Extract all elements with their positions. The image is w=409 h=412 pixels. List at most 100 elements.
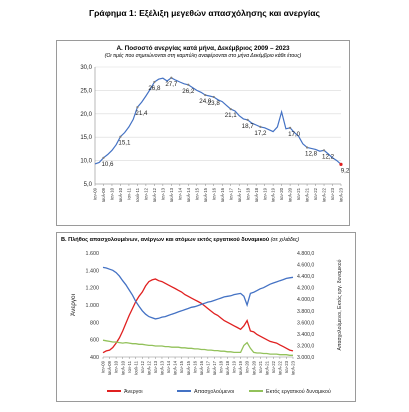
chart-a-data-label: 18,7 bbox=[242, 123, 255, 130]
employment-chart: Β. Πλήθος απασχολουμένων, ανέργων και ατ… bbox=[56, 232, 356, 402]
chart-a-x-tick-label: Ιουλ-10 bbox=[118, 187, 123, 202]
chart-b-x-tick-label: Ιαν-23 bbox=[284, 360, 289, 373]
chart-b-y2-tick-label: 3.600,0 bbox=[297, 320, 314, 326]
chart-a-x-tick-label: Ιουλ-09 bbox=[101, 187, 106, 202]
chart-b-y2-tick-label: 3.000,0 bbox=[297, 355, 314, 361]
chart-a-y-tick-label: 20,0 bbox=[80, 112, 92, 118]
chart-a-data-label: 21,1 bbox=[225, 112, 238, 119]
chart-a-series-line bbox=[94, 77, 342, 165]
chart-b-y-axis-title: Άνεργοι bbox=[70, 293, 77, 316]
unemployment-rate-chart: Α. Ποσοστό ανεργίας κατά μήνα, Δεκέμβριο… bbox=[56, 40, 350, 226]
chart-b-y-tick-label: 1.400 bbox=[86, 268, 100, 274]
chart-b-x-tick-label: Ιαν-21 bbox=[258, 360, 263, 373]
chart-b-y-tick-label: 600 bbox=[90, 338, 99, 344]
chart-b-title: Β. Πλήθος απασχολουμένων, ανέργων και ατ… bbox=[61, 237, 299, 243]
chart-b-x-tick-label: Ιουλ-16 bbox=[199, 360, 204, 375]
chart-a-y-tick-label: 30,0 bbox=[80, 65, 92, 71]
chart-a-point-marker bbox=[187, 83, 190, 86]
chart-b-y2-axis-title: Απασχολούμενοι, Εκτός εργ. δυναμικού bbox=[336, 259, 343, 350]
chart-a-point-marker bbox=[212, 95, 215, 99]
chart-a-x-tick-label: Ιουλ-12 bbox=[152, 187, 157, 202]
chart-a-point-marker bbox=[289, 126, 292, 129]
chart-a-x-tick-label: Ιαν-11 bbox=[127, 187, 132, 199]
chart-b-legend-label: Άνεργοι bbox=[124, 389, 143, 395]
chart-b-y-tick-label: 1.600 bbox=[86, 251, 100, 257]
chart-b-x-tick-label: Ιουλ-15 bbox=[186, 360, 191, 375]
chart-b-x-tick-label: Ιουλ-13 bbox=[160, 360, 165, 375]
chart-b-y-tick-label: 400 bbox=[90, 355, 99, 361]
chart-b-x-tick-label: Ιουλ-11 bbox=[133, 360, 138, 375]
chart-b-y2-tick-label: 4.400,0 bbox=[297, 274, 314, 280]
chart-b-x-tick-label: Ιαν-18 bbox=[219, 360, 224, 373]
page-title: Γράφημα 1: Εξέλιξη μεγεθών απασχόλησης κ… bbox=[88, 8, 321, 18]
chart-b-x-tick-label: Ιουλ-09 bbox=[107, 360, 112, 375]
chart-b-y2-tick-label: 4.600,0 bbox=[297, 263, 314, 269]
chart-a-x-tick-label: Ιαν-21 bbox=[296, 187, 301, 200]
chart-b-x-tick-label: Ιουλ-10 bbox=[120, 360, 125, 375]
chart-b-x-tick-label: Ιουλ-20 bbox=[251, 360, 256, 375]
chart-a-x-tick-label: Ιουλ-18 bbox=[254, 187, 259, 202]
chart-a-data-label: 27,7 bbox=[165, 81, 178, 88]
chart-b-x-tick-label: Ιουλ-19 bbox=[238, 360, 243, 375]
chart-a-x-tick-label: Ιαν-13 bbox=[160, 187, 165, 200]
chart-a-point-marker bbox=[119, 135, 122, 138]
chart-a-data-label: 15,1 bbox=[118, 140, 131, 147]
chart-a-point-marker bbox=[136, 106, 139, 109]
chart-a-x-tick-label: Ιαν-12 bbox=[143, 187, 148, 200]
chart-b-x-tick-label: Ιαν-13 bbox=[153, 360, 158, 373]
chart-b-x-tick-label: Ιουλ-12 bbox=[146, 360, 151, 375]
chart-b-plot: 400 600 800 1.000 1.200 1.400 1.600 3.000,0 3.20… bbox=[70, 251, 343, 395]
chart-b-title-note: (σε χιλιάδες) bbox=[270, 237, 300, 243]
chart-b-x-tick-label: Ιαν-19 bbox=[232, 360, 237, 373]
chart-a-x-tick-label: Ιαν-17 bbox=[228, 187, 233, 200]
chart-b-y2-tick-label: 4.200,0 bbox=[297, 286, 314, 292]
chart-b-y-tick-label: 800 bbox=[90, 320, 99, 326]
chart-a-x-tick-label: Ιουλ-19 bbox=[271, 187, 276, 202]
chart-b-y2-tick-label: 4.800,0 bbox=[297, 251, 314, 257]
chart-a-x-tick-label: Ιαν-09 bbox=[93, 187, 98, 200]
chart-a-data-label: 10,6 bbox=[101, 161, 114, 168]
chart-a-point-marker bbox=[229, 108, 232, 111]
chart-b-x-tick-label: Ιαν-09 bbox=[101, 360, 106, 373]
chart-b-x-tick-label: Ιουλ-14 bbox=[173, 360, 178, 375]
chart-b-x-tick-label: Ιουλ-22 bbox=[277, 360, 282, 375]
chart-a-x-tick-label: Ιουλ-11 bbox=[135, 187, 140, 202]
chart-b-x-tick-label: Ιουλ-23 bbox=[291, 360, 296, 375]
chart-a-title: Α. Ποσοστό ανεργίας κατά μήνα, Δεκέμβριο… bbox=[116, 45, 290, 52]
chart-a-point-marker bbox=[246, 118, 249, 121]
chart-a-data-label: 17,0 bbox=[288, 131, 301, 138]
chart-a-last-point-marker bbox=[339, 162, 343, 166]
chart-b-x-tick-label: Ιαν-22 bbox=[271, 360, 276, 373]
chart-a-x-tick-label: Ιαν-16 bbox=[211, 187, 216, 200]
chart-a-point-marker bbox=[102, 156, 105, 159]
chart-a-point-marker bbox=[322, 149, 326, 152]
chart-b-series-line-3 bbox=[102, 339, 293, 356]
chart-b-x-tick-label: Ιουλ-21 bbox=[264, 360, 269, 375]
chart-a-x-tick-label: Ιαν-18 bbox=[245, 187, 250, 200]
chart-a-x-tick-label: Ιουλ-20 bbox=[288, 187, 293, 202]
chart-a-x-tick-label: Ιαν-22 bbox=[313, 187, 318, 200]
chart-b-y2-tick-label: 3.800,0 bbox=[297, 309, 314, 315]
chart-b-y-tick-label: 1.200 bbox=[86, 286, 100, 292]
chart-b-series-line-2 bbox=[102, 266, 294, 320]
chart-b-y2-tick-label: 3.200,0 bbox=[297, 343, 314, 349]
chart-a-y-tick-label: 10,0 bbox=[80, 159, 92, 165]
chart-a-data-label: 12,2 bbox=[322, 153, 335, 160]
chart-a-point-marker bbox=[170, 76, 173, 79]
chart-b-x-tick-label: Ιουλ-17 bbox=[212, 360, 217, 375]
chart-a-data-label: 24,0 bbox=[199, 98, 212, 105]
chart-b-series-line-1 bbox=[102, 278, 294, 354]
chart-a-y-tick-label: 15,0 bbox=[80, 135, 92, 141]
chart-b-title-text: Β. Πλήθος απασχολουμένων, ανέργων και ατ… bbox=[61, 237, 270, 243]
chart-a-y-tick-label: 25,0 bbox=[80, 88, 92, 94]
chart-a-data-label: 17,2 bbox=[254, 130, 267, 137]
chart-a-point-marker bbox=[153, 80, 156, 84]
chart-b-x-tick-label: Ιαν-15 bbox=[179, 360, 184, 373]
chart-a-x-tick-label: Ιαν-15 bbox=[194, 187, 199, 200]
chart-b-legend-label: Εκτός εργατικού δυναμικού bbox=[266, 388, 331, 395]
chart-b-x-tick-label: Ιαν-12 bbox=[140, 360, 145, 373]
chart-a-x-tick-label: Ιουλ-14 bbox=[186, 187, 191, 202]
chart-b-y2-tick-label: 3.400,0 bbox=[297, 332, 314, 338]
chart-a-x-tick-label: Ιαν-10 bbox=[110, 187, 115, 200]
chart-b-y2-tick-label: 4.000,0 bbox=[297, 297, 314, 303]
